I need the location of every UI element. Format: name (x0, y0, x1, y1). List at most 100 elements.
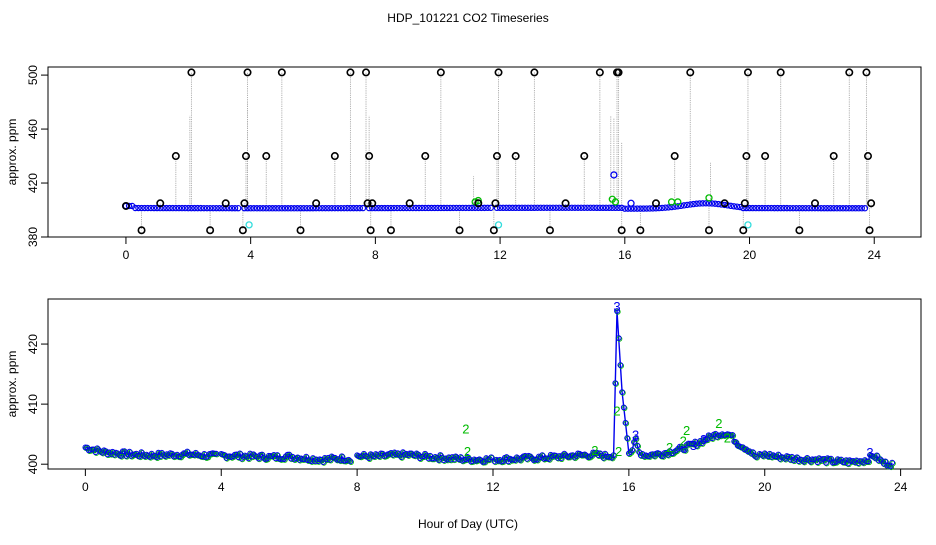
baseline-point (727, 202, 735, 210)
baseline-point (328, 204, 335, 212)
outlier-point (867, 199, 876, 208)
data-point (712, 430, 719, 437)
data-point (634, 442, 641, 449)
data-point (615, 335, 622, 341)
baseline-point (306, 204, 314, 212)
baseline-point (783, 204, 791, 212)
outlier-point (810, 199, 819, 208)
baseline-point (496, 204, 504, 212)
baseline-point (269, 204, 276, 212)
outlier-point (421, 152, 430, 161)
data-point-green (282, 457, 288, 463)
baseline-point (793, 204, 800, 212)
flag3-label: 3 (866, 445, 873, 460)
baseline-point (456, 204, 463, 212)
baseline-point (581, 204, 588, 211)
baseline-point (185, 204, 192, 212)
baseline-point (197, 204, 204, 212)
outlier-point (368, 199, 377, 208)
baseline-point (752, 204, 759, 212)
outlier-point (330, 152, 339, 161)
baseline-point (687, 201, 694, 208)
data-point (430, 455, 437, 462)
baseline-point (340, 204, 348, 212)
flag2-point (611, 198, 620, 206)
baseline-point (266, 204, 273, 212)
baseline-point (540, 204, 547, 211)
outlier-point (743, 68, 752, 77)
baseline-point (322, 204, 329, 212)
baseline-point (141, 204, 148, 212)
baseline-point (827, 204, 834, 212)
outlier-point (137, 226, 146, 235)
y-axis-label: approx. ppm (5, 119, 19, 186)
y-tick-label: 420 (26, 334, 40, 354)
outlier-point (171, 152, 180, 161)
baseline-point (571, 204, 579, 211)
baseline-point (683, 201, 691, 209)
data-point-green (630, 447, 636, 454)
flag3-label: 3 (632, 427, 639, 442)
outlier-point (686, 68, 695, 77)
data-point (622, 419, 629, 426)
outlier-point (511, 152, 520, 161)
flag2-label: 2 (613, 403, 620, 418)
baseline-point (381, 204, 388, 212)
baseline-point (222, 204, 229, 212)
baseline-point (556, 204, 563, 211)
outlier-point (739, 226, 748, 235)
baseline-point (861, 204, 869, 212)
baseline-point (761, 204, 769, 212)
baseline-point (247, 204, 254, 212)
baseline-point (144, 204, 151, 212)
baseline-point (821, 204, 828, 212)
outlier-point (776, 68, 785, 77)
x-tick-label: 12 (486, 480, 500, 494)
baseline-point (824, 204, 831, 212)
baseline-point (325, 204, 332, 212)
baseline-point (518, 204, 526, 212)
data-point-green (465, 454, 472, 461)
baseline-point (450, 204, 457, 212)
outlier-point (296, 226, 305, 235)
baseline-point (712, 200, 719, 207)
outlier-point (845, 68, 854, 77)
outlier-point (795, 226, 804, 235)
baseline-point (609, 204, 616, 212)
data-point-green (558, 456, 565, 463)
data-point-green (616, 335, 623, 342)
baseline-point (749, 204, 756, 212)
baseline-point (634, 205, 641, 212)
baseline-point (830, 204, 837, 212)
baseline-point (319, 204, 326, 212)
baseline-point (671, 203, 678, 210)
baseline-point (188, 204, 195, 212)
data-point-green (271, 452, 278, 459)
data-point-green (348, 459, 354, 465)
flag2-label: 2 (462, 421, 469, 436)
baseline-point (512, 204, 519, 212)
baseline-point (138, 204, 145, 212)
baseline-point (241, 204, 248, 212)
baseline-point (577, 204, 585, 211)
baseline-point (811, 204, 819, 212)
data-point (614, 308, 620, 314)
data-point (406, 450, 413, 457)
baseline-point (359, 204, 367, 212)
data-point (488, 454, 495, 461)
baseline-point (637, 205, 644, 212)
baseline-point (584, 204, 591, 211)
baseline-point (256, 204, 264, 212)
baseline-point (487, 204, 494, 212)
baseline-point (284, 204, 292, 212)
baseline-point (203, 204, 211, 212)
baseline-point (250, 204, 257, 212)
data-point (732, 439, 739, 445)
outlier-point (405, 199, 414, 208)
baseline-point (443, 204, 451, 212)
data-point (310, 455, 316, 461)
data-point-green (682, 448, 689, 454)
data-point-green (309, 459, 315, 465)
data-point (491, 458, 498, 465)
baseline-point (287, 204, 295, 212)
